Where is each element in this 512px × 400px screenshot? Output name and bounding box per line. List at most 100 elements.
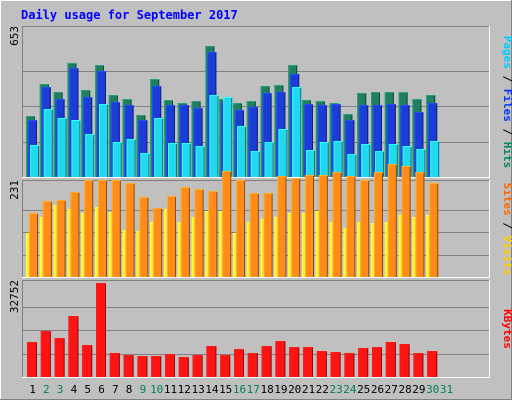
bar-visits-sites-day-15 bbox=[222, 171, 232, 277]
bar-hits-pages-day-19 bbox=[278, 129, 288, 177]
bar-kbytes-kbytes-day-7 bbox=[109, 353, 120, 377]
bar-kbytes-kbytes-day-3 bbox=[54, 338, 65, 377]
x-tick-label-day-3: 3 bbox=[57, 383, 64, 396]
x-tick-label-day-31: 31 bbox=[440, 383, 453, 396]
bar-kbytes-kbytes-day-8 bbox=[123, 355, 134, 377]
bar-kbytes-kbytes-day-3-fill bbox=[54, 338, 65, 377]
bar-kbytes-kbytes-day-25-fill bbox=[358, 348, 369, 377]
bar-kbytes-kbytes-day-17-fill bbox=[247, 353, 258, 377]
bar-hits-pages-day-9-fill bbox=[140, 153, 150, 177]
bar-kbytes-kbytes-day-9-fill bbox=[137, 356, 148, 377]
bar-kbytes-kbytes-day-18-fill bbox=[261, 346, 272, 377]
bar-visits-sites-day-30 bbox=[429, 183, 439, 277]
bar-visits-sites-day-13 bbox=[194, 189, 204, 277]
bar-kbytes-kbytes-day-21 bbox=[303, 347, 313, 377]
bar-kbytes-kbytes-day-10 bbox=[151, 356, 162, 377]
x-tick-label-day-8: 8 bbox=[126, 383, 133, 396]
bar-hits-pages-day-22-fill bbox=[319, 142, 329, 177]
bar-visits-sites-day-8 bbox=[125, 183, 135, 277]
bar-visits-sites-day-15-fill bbox=[222, 171, 232, 277]
bar-hits-pages-day-22 bbox=[319, 142, 329, 177]
bar-kbytes-kbytes-day-15 bbox=[220, 355, 231, 377]
bar-hits-files-day-24-fill bbox=[345, 120, 355, 177]
bar-visits-sites-day-2 bbox=[42, 201, 52, 277]
bar-hits-files-day-23-fill bbox=[331, 104, 341, 177]
bar-visits-sites-day-12-fill bbox=[180, 187, 190, 277]
bar-visits-sites-day-5 bbox=[84, 180, 94, 277]
bar-hits-files-day-21-fill bbox=[304, 104, 313, 177]
panel-hits-legend-item-2: Files bbox=[501, 89, 512, 122]
bar-kbytes-kbytes-day-28-fill bbox=[399, 344, 410, 377]
bar-hits-pages-day-18 bbox=[264, 142, 274, 177]
bar-kbytes-kbytes-day-2 bbox=[40, 331, 51, 377]
bar-visits-sites-day-1 bbox=[29, 213, 38, 277]
bar-visits-sites-day-16-fill bbox=[236, 180, 245, 277]
bar-kbytes-kbytes-day-12-fill bbox=[178, 357, 189, 377]
panel-kbytes-bars bbox=[27, 283, 438, 377]
x-tick-label-day-6: 6 bbox=[98, 383, 105, 396]
bar-visits-sites-day-8-fill bbox=[125, 183, 135, 277]
panel-kbytes-legend: KBytes bbox=[501, 309, 512, 349]
bar-hits-files-day-13-fill bbox=[193, 108, 203, 177]
x-tick-label-day-27: 27 bbox=[385, 383, 398, 396]
panel-hits-legend-item-4: Hits bbox=[501, 142, 512, 169]
bar-visits-sites-day-11-fill bbox=[167, 196, 176, 277]
panel-visits-legend-item-2: Visits bbox=[501, 236, 512, 276]
panel-hits-legend-item-1: / bbox=[501, 69, 512, 89]
bar-hits-pages-day-10-fill bbox=[154, 118, 164, 177]
bar-hits-files-day-28-fill bbox=[400, 105, 410, 177]
bar-visits-sites-day-14-fill bbox=[208, 191, 218, 277]
bar-hits-files-day-29-fill bbox=[414, 112, 424, 177]
bar-kbytes-kbytes-day-22 bbox=[316, 351, 327, 377]
bar-visits-sites-day-10-fill bbox=[153, 208, 163, 277]
bar-hits-pages-day-13-fill bbox=[195, 146, 205, 177]
bar-visits-sites-day-28-fill bbox=[401, 166, 411, 277]
bar-hits-pages-day-17-fill bbox=[250, 151, 260, 177]
bar-visits-sites-day-13-fill bbox=[194, 189, 204, 277]
bar-visits-sites-day-17-fill bbox=[249, 193, 259, 277]
bar-hits-files-day-22-fill bbox=[317, 105, 327, 177]
bar-kbytes-kbytes-day-26-fill bbox=[372, 347, 382, 377]
bar-hits-files-day-27-fill bbox=[386, 104, 396, 177]
x-tick-label-day-16: 16 bbox=[233, 383, 246, 396]
bar-visits-sites-day-4 bbox=[70, 192, 80, 277]
bar-kbytes-kbytes-day-12 bbox=[178, 357, 189, 377]
bar-kbytes-kbytes-day-10-fill bbox=[151, 356, 162, 377]
x-tick-label-day-15: 15 bbox=[219, 383, 232, 396]
bar-visits-sites-day-21-fill bbox=[305, 175, 314, 277]
bar-visits-sites-day-28 bbox=[401, 166, 411, 277]
bar-hits-pages-day-9 bbox=[140, 153, 150, 177]
bar-hits-pages-day-24-fill bbox=[347, 154, 357, 177]
bar-visits-sites-day-27 bbox=[387, 164, 397, 277]
bar-visits-sites-day-3-fill bbox=[56, 200, 66, 277]
bar-kbytes-kbytes-day-27 bbox=[385, 342, 396, 377]
x-tick-label-day-13: 13 bbox=[191, 383, 204, 396]
x-tick-label-day-1: 1 bbox=[29, 383, 36, 396]
bar-kbytes-kbytes-day-5 bbox=[82, 345, 93, 377]
bar-kbytes-kbytes-day-16-fill bbox=[234, 349, 244, 377]
bar-kbytes-kbytes-day-27-fill bbox=[385, 342, 396, 377]
bar-kbytes-kbytes-day-2-fill bbox=[40, 331, 51, 377]
bar-visits-sites-day-9-fill bbox=[139, 197, 149, 277]
bar-hits-pages-day-29-fill bbox=[416, 149, 426, 177]
bar-kbytes-kbytes-day-30 bbox=[427, 351, 438, 377]
bar-visits-sites-day-24 bbox=[346, 176, 356, 277]
x-axis-labels: 1 2 3 4 5 6 7 8 9 10 11 12 13 14 15 16 17 18 19 20 21 22 23 24 2… bbox=[29, 383, 453, 396]
bar-hits-pages-day-5 bbox=[85, 134, 95, 177]
bar-hits-files-day-9-fill bbox=[138, 120, 148, 177]
bar-hits-pages-day-2 bbox=[43, 109, 53, 177]
bar-visits-sites-day-16 bbox=[236, 180, 245, 277]
x-tick-label-day-29: 29 bbox=[412, 383, 425, 396]
bar-kbytes-kbytes-day-24 bbox=[344, 353, 355, 377]
x-tick-label-day-18: 18 bbox=[260, 383, 273, 396]
x-tick-label-day-14: 14 bbox=[205, 383, 219, 396]
bar-hits-pages-day-30-fill bbox=[430, 141, 440, 177]
bar-kbytes-kbytes-day-8-fill bbox=[123, 355, 134, 377]
bar-kbytes-kbytes-day-28 bbox=[399, 344, 410, 377]
bar-hits-pages-day-14-fill bbox=[209, 95, 219, 177]
panel-visits-ymax-label: 231 bbox=[8, 180, 21, 200]
panel-visits-legend: Sites / Visits bbox=[501, 183, 512, 276]
bar-kbytes-kbytes-day-15-fill bbox=[220, 355, 231, 377]
bar-visits-sites-day-2-fill bbox=[42, 201, 52, 277]
bar-visits-sites-day-23-fill bbox=[332, 172, 342, 277]
